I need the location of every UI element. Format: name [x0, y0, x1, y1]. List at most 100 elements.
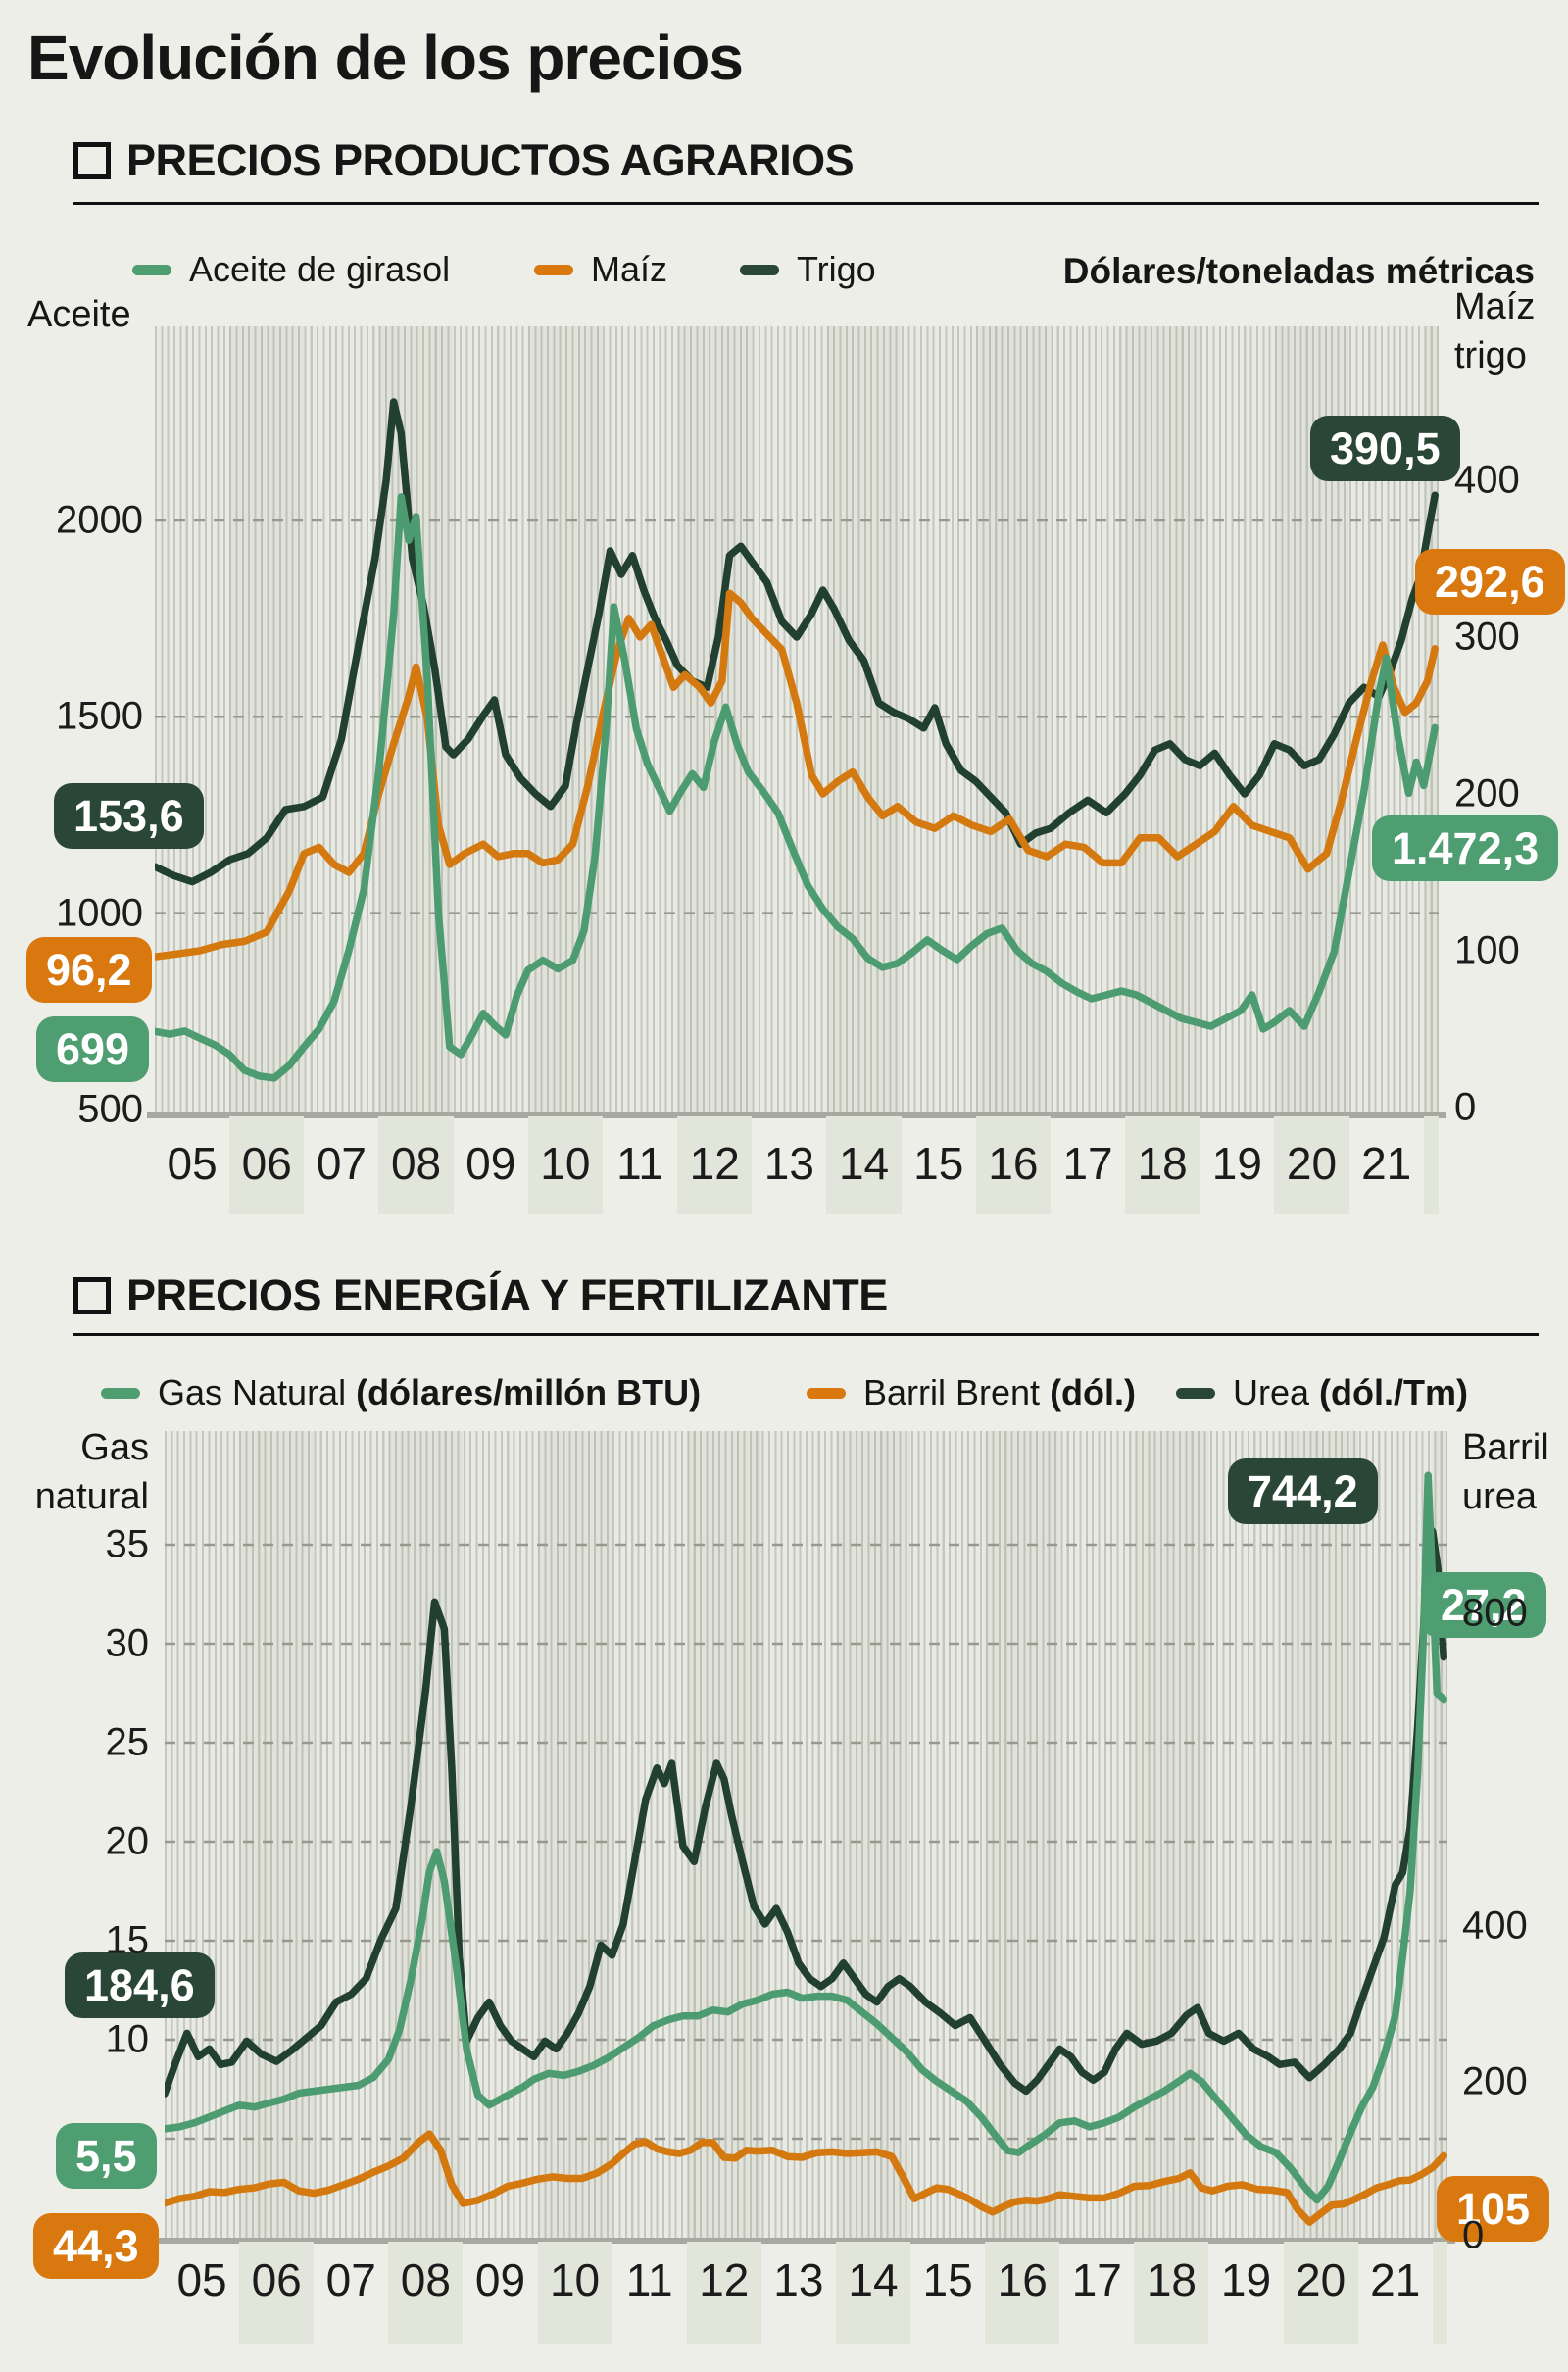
square-bullet-icon: [74, 1277, 111, 1314]
x-axis-year-label: 10: [549, 2254, 601, 2305]
year-band: [239, 2242, 315, 2344]
y-axis-right-tick: 400: [1462, 1903, 1528, 1948]
axis-title-line: natural: [34, 1476, 149, 1517]
legend-item-maiz: Maíz: [534, 249, 667, 290]
x-axis-year-label: 18: [1146, 2254, 1197, 2305]
x-axis-year-label: 16: [988, 1138, 1039, 1189]
axis-title-line: Barril: [1462, 1427, 1549, 1468]
x-axis-year-label: 12: [689, 1138, 740, 1189]
value-badge-trigo-end: 390,5: [1310, 416, 1460, 481]
value-badge-gas-start: 5,5: [56, 2123, 157, 2189]
x-axis-year-label: 11: [625, 2254, 673, 2305]
year-band: [1134, 2242, 1209, 2344]
y-axis-left-tick: 1500: [56, 694, 143, 738]
y-axis-left-tick: 35: [105, 1522, 150, 1566]
y-axis-right-tick: 0: [1454, 1085, 1477, 1129]
unit-label: Dólares/toneladas métricas: [1062, 251, 1535, 291]
legend-dash-icon: [740, 264, 779, 275]
chart-agrarios-plot: [155, 326, 1439, 1112]
x-axis-year-label: 12: [699, 2254, 750, 2305]
x-axis-year-label: 15: [922, 2254, 973, 2305]
axis-title-maiz-trigo: Maíz trigo: [1454, 282, 1535, 380]
year-band: [975, 1116, 1051, 1214]
section-divider: [74, 202, 1539, 205]
x-axis-year-label: 07: [325, 2254, 376, 2305]
x-axis-line: [157, 2238, 1455, 2244]
x-axis-line: [147, 1112, 1446, 1118]
legend-label: Urea (dól./Tm): [1233, 1372, 1468, 1412]
legend-label: Barril Brent (dól.): [863, 1372, 1137, 1412]
y-axis-right-tick: 800: [1462, 1591, 1528, 1635]
y-axis-right-tick: 100: [1454, 928, 1520, 972]
axis-title-gas-natural: Gas natural: [22, 1423, 149, 1521]
x-axis-year-label: 13: [773, 2254, 824, 2305]
y-axis-right-tick: 200: [1454, 771, 1520, 815]
legend-item-gas: Gas Natural (dólares/millón BTU): [101, 1372, 701, 1413]
y-axis-left-tick: 10: [105, 2017, 150, 2061]
y-axis-left-tick: 500: [77, 1087, 143, 1131]
y-axis-left-tick: 2000: [56, 498, 143, 542]
legend-label: Aceite de girasol: [189, 249, 451, 289]
x-axis-year-label: 09: [466, 1138, 516, 1189]
value-badge-gas-end: 27,2: [1421, 1572, 1546, 1638]
x-axis-year-label: 19: [1211, 1138, 1262, 1189]
axis-title-barril-urea: Barril urea: [1462, 1423, 1549, 1521]
series-line-ma-z: [155, 589, 1439, 961]
axis-title-line: Gas: [80, 1427, 149, 1468]
section-header-agrarios: PRECIOS PRODUCTOS AGRARIOS: [74, 135, 855, 186]
x-axis-year-label: 18: [1137, 1138, 1188, 1189]
section-title: PRECIOS ENERGÍA Y FERTILIZANTE: [126, 1270, 888, 1320]
x-axis-year-label: 07: [316, 1138, 367, 1189]
x-axis-year-label: 05: [176, 2254, 227, 2305]
section-title: PRECIOS PRODUCTOS AGRARIOS: [126, 135, 855, 185]
x-axis-year-label: 15: [913, 1138, 964, 1189]
year-band: [1432, 2242, 1447, 2344]
value-badge-urea-end: 744,2: [1228, 1458, 1378, 1524]
series-line-gas-natural: [165, 1471, 1447, 2204]
x-axis-year-label: 17: [1071, 2254, 1122, 2305]
legend-dash-icon: [534, 264, 573, 275]
y-axis-left-tick: 20: [105, 1819, 150, 1863]
value-badge-aceite-start: 699: [36, 1016, 150, 1082]
year-band: [985, 2242, 1060, 2344]
year-band: [1274, 1116, 1349, 1214]
legend-dash-icon: [1176, 1387, 1215, 1399]
x-axis-year-label: 10: [540, 1138, 591, 1189]
value-badge-aceite-end: 1.472,3: [1372, 815, 1559, 881]
x-axis-year-label: 06: [251, 2254, 302, 2305]
year-band: [1423, 1116, 1439, 1214]
legend-item-urea: Urea (dól./Tm): [1176, 1372, 1468, 1413]
y-axis-right-tick: 200: [1462, 2059, 1528, 2103]
x-axis-year-label: 21: [1361, 1138, 1412, 1189]
y-axis-left-tick: 15: [105, 1918, 150, 1962]
value-badge-urea-start: 184,6: [65, 1952, 215, 2018]
legend-label: Maíz: [591, 249, 668, 289]
x-axis-year-label: 19: [1220, 2254, 1272, 2305]
year-band: [1283, 2242, 1358, 2344]
legend-item-aceite: Aceite de girasol: [132, 249, 450, 290]
x-axis-year-label: 14: [838, 1138, 890, 1189]
x-axis-year-label: 16: [997, 2254, 1048, 2305]
value-badge-brent-end: 105: [1437, 2176, 1550, 2242]
series-line-trigo: [155, 398, 1439, 886]
x-axis-year-label: 05: [167, 1138, 218, 1189]
series-line-aceite-de-girasol: [155, 493, 1439, 1082]
legend-item-brent: Barril Brent (dól.): [807, 1372, 1136, 1413]
value-badge-trigo-start: 153,6: [54, 783, 204, 849]
y-axis-right-tick: 0: [1462, 2213, 1485, 2257]
section-header-energia: PRECIOS ENERGÍA Y FERTILIZANTE: [74, 1270, 888, 1321]
legend-dash-icon: [132, 264, 172, 275]
value-badge-maiz-end: 292,6: [1415, 549, 1565, 615]
legend-dash-icon: [807, 1387, 846, 1399]
x-axis-year-label: 21: [1370, 2254, 1421, 2305]
legend-label: Trigo: [797, 249, 876, 289]
x-axis-year-label: 14: [848, 2254, 899, 2305]
year-band: [1125, 1116, 1200, 1214]
x-axis-year-label: 08: [390, 1138, 442, 1189]
year-band: [229, 1116, 305, 1214]
series-line-barril-brent: [165, 2130, 1447, 2226]
legend-label: Gas Natural (dólares/millón BTU): [158, 1372, 702, 1412]
y-axis-left-tick: 25: [105, 1720, 150, 1764]
chart-energia-plot: [165, 1431, 1447, 2238]
